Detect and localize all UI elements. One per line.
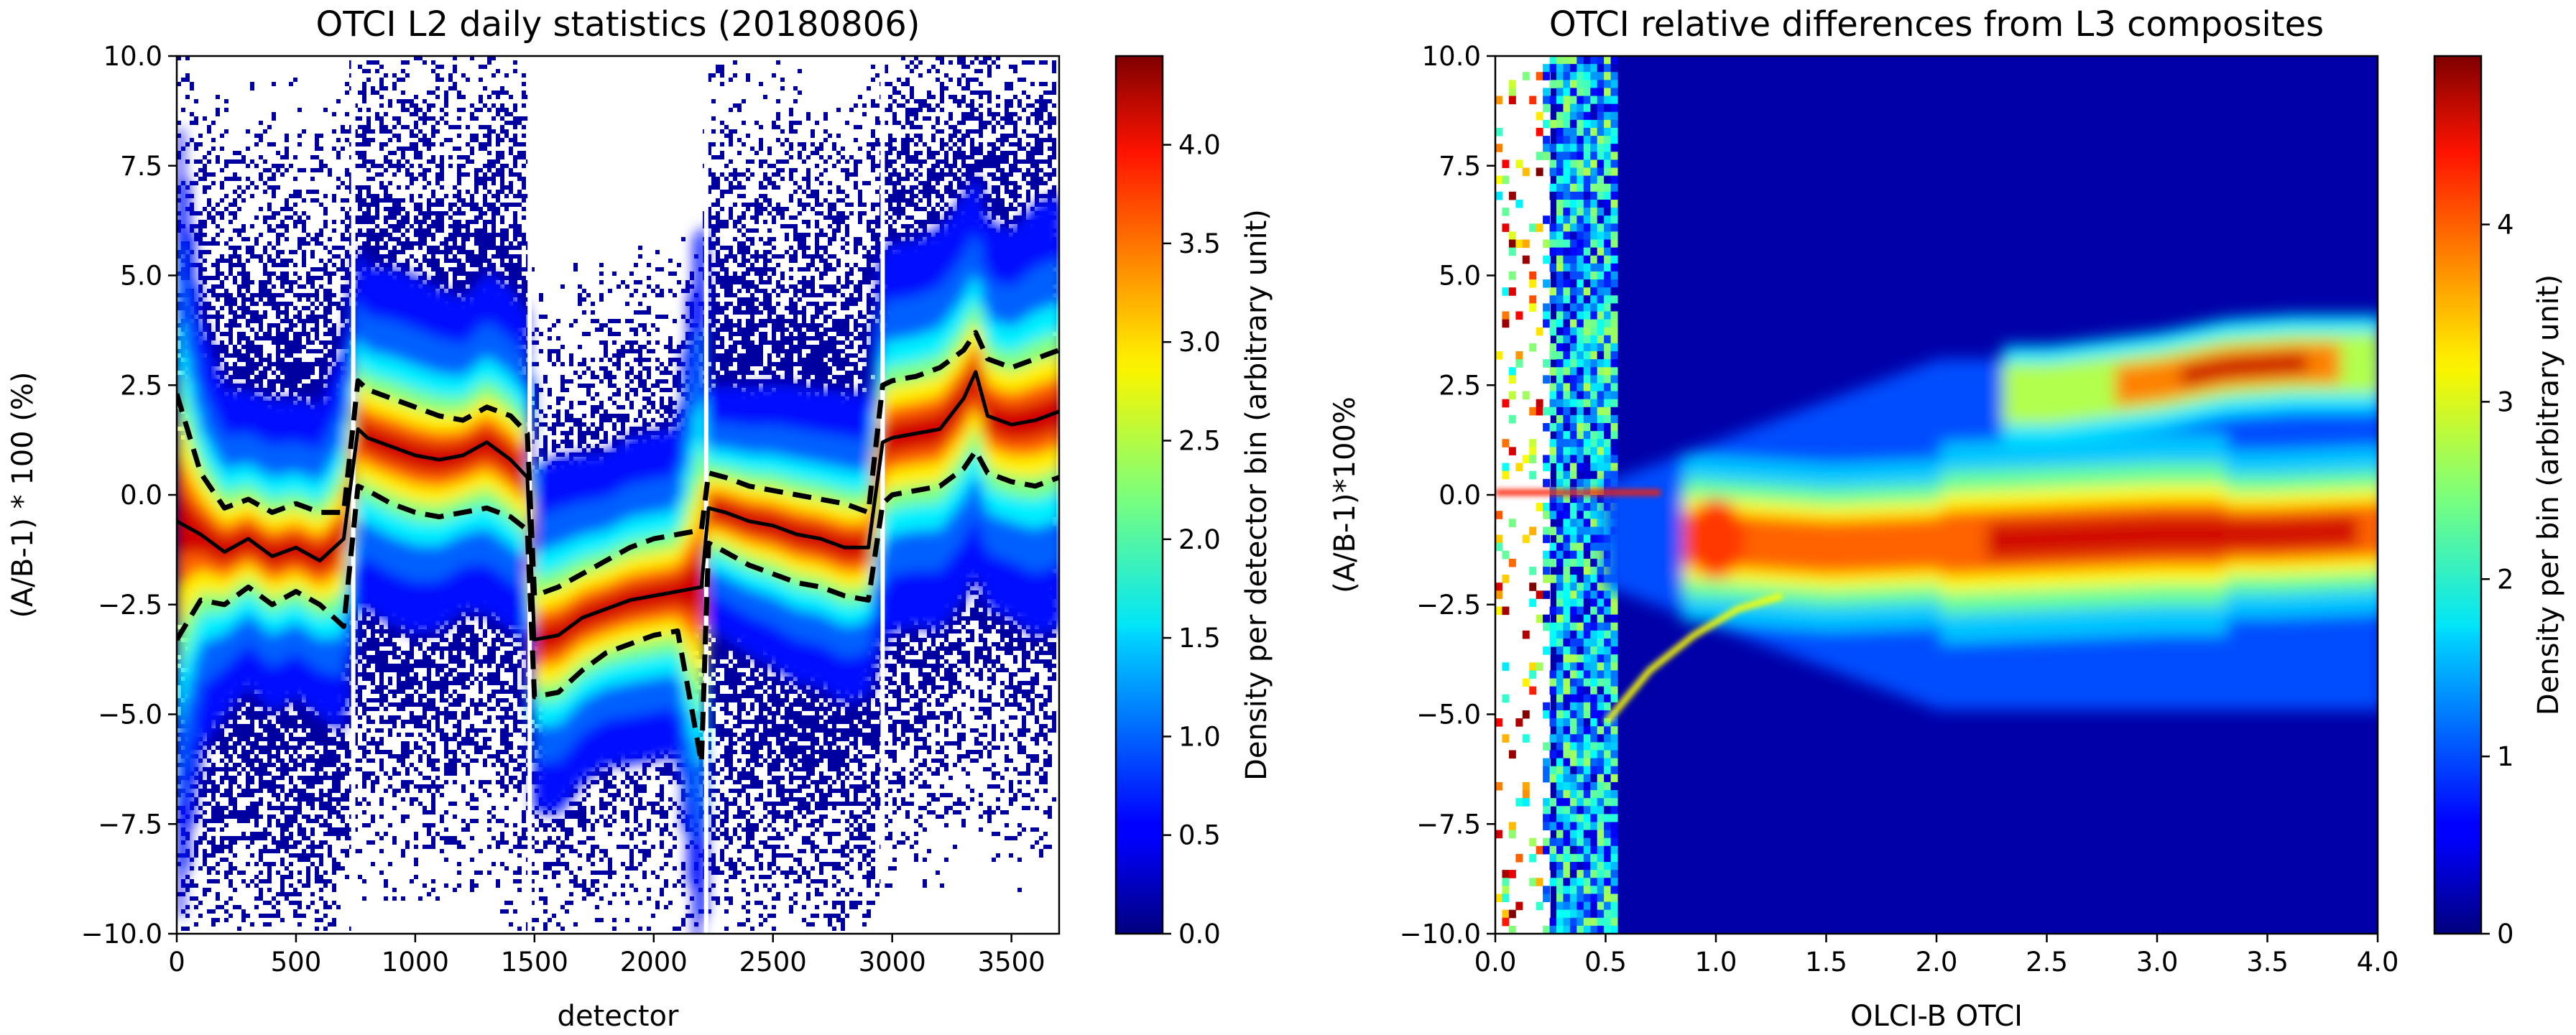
right-x-axis-label: OLCI-B OTCI bbox=[1850, 1000, 2023, 1033]
right-x-tick-label: 1.0 bbox=[1695, 947, 1737, 978]
right-y-tick-label: −2.5 bbox=[1416, 590, 1481, 621]
right-y-tick-label: 10.0 bbox=[1422, 41, 1481, 72]
left-median-line bbox=[177, 370, 1059, 642]
left-chart-title: OTCI L2 daily statistics (20180806) bbox=[316, 4, 920, 45]
left-colorbar-tick-label: 1.5 bbox=[1178, 623, 1221, 654]
left-lower-envelope-line bbox=[177, 448, 1059, 766]
right-density-heatmap bbox=[1495, 56, 2378, 934]
left-statistics-lines bbox=[177, 330, 1059, 766]
right-x-tick-label: 1.5 bbox=[1805, 947, 1847, 978]
right-colorbar bbox=[2434, 56, 2481, 934]
left-y-tick-label: −2.5 bbox=[98, 590, 162, 621]
left-upper-envelope-line bbox=[177, 330, 1059, 598]
left-y-tick-label: 10.0 bbox=[103, 41, 162, 72]
right-y-tick-label: 2.5 bbox=[1439, 370, 1481, 401]
left-x-tick-label: 2000 bbox=[620, 947, 688, 978]
right-x-tick-label: 2.0 bbox=[1916, 947, 1958, 978]
left-colorbar-tick-label: 1.0 bbox=[1178, 721, 1221, 752]
left-y-tick-label: 5.0 bbox=[120, 261, 162, 292]
left-camera-gap bbox=[351, 56, 356, 934]
left-x-ticks: 0 500 1000 1500 2000 2500 3000 3500 bbox=[168, 934, 1045, 978]
right-colorbar-tick-label: 1 bbox=[2497, 741, 2514, 772]
right-y-tick-label: 0.0 bbox=[1439, 480, 1481, 511]
left-colorbar-tick-label: 3.0 bbox=[1178, 327, 1221, 358]
left-colorbar-ticks: 0.0 0.5 1.0 1.5 2.0 2.5 3.0 3.5 4.0 bbox=[1163, 130, 1221, 950]
left-y-tick-label: −10.0 bbox=[81, 919, 162, 950]
right-colorbar-frame bbox=[2433, 55, 2483, 935]
left-colorbar-tick-label: 0.5 bbox=[1178, 820, 1221, 851]
right-x-tick-label: 2.5 bbox=[2026, 947, 2068, 978]
left-colorbar bbox=[1116, 56, 1163, 934]
left-y-tick-label: 2.5 bbox=[120, 370, 162, 401]
left-x-tick-label: 2500 bbox=[739, 947, 807, 978]
left-y-ticks: −10.0 −7.5 −5.0 −2.5 0.0 2.5 5.0 7.5 10.0 bbox=[81, 41, 177, 950]
left-y-tick-label: −5.0 bbox=[98, 700, 162, 730]
left-y-tick-label: −7.5 bbox=[98, 809, 162, 840]
right-chart: OTCI relative differences from L3 compos… bbox=[1329, 4, 2565, 1033]
right-x-ticks: 0.0 0.5 1.0 1.5 2.0 2.5 3.0 3.5 4.0 bbox=[1474, 934, 2399, 978]
left-x-tick-label: 3500 bbox=[978, 947, 1045, 978]
left-colorbar-tick-label: 2.5 bbox=[1178, 425, 1221, 456]
right-chart-title: OTCI relative differences from L3 compos… bbox=[1549, 4, 2324, 45]
left-colorbar-tick-label: 0.0 bbox=[1178, 919, 1221, 950]
right-colorbar-tick-label: 3 bbox=[2497, 386, 2514, 417]
right-y-tick-label: −7.5 bbox=[1416, 809, 1481, 840]
left-chart: OTCI L2 daily statistics (20180806) 0 500… bbox=[6, 4, 1273, 1033]
left-y-tick-label: 0.0 bbox=[120, 480, 162, 511]
right-x-tick-label: 0.0 bbox=[1474, 947, 1517, 978]
left-x-tick-label: 1500 bbox=[501, 947, 568, 978]
right-x-tick-label: 4.0 bbox=[2357, 947, 2399, 978]
right-x-tick-label: 0.5 bbox=[1584, 947, 1627, 978]
right-colorbar-tick-label: 4 bbox=[2497, 210, 2514, 241]
right-y-tick-label: 5.0 bbox=[1439, 261, 1481, 292]
right-y-ticks: −10.0 −7.5 −5.0 −2.5 0.0 2.5 5.0 7.5 10.0 bbox=[1400, 41, 1495, 950]
left-colorbar-frame bbox=[1114, 55, 1164, 935]
right-density-features bbox=[1605, 315, 2378, 710]
right-x-tick-label: 3.0 bbox=[2136, 947, 2179, 978]
left-colorbar-tick-label: 4.0 bbox=[1178, 130, 1221, 161]
left-colorbar-label: Density per detector bin (arbitrary unit… bbox=[1240, 209, 1273, 781]
right-y-tick-label: 7.5 bbox=[1439, 151, 1481, 182]
left-y-tick-label: 7.5 bbox=[120, 151, 162, 182]
left-x-tick-label: 3000 bbox=[859, 947, 926, 978]
right-colorbar-ticks: 0 1 2 3 4 bbox=[2481, 210, 2514, 950]
left-camera-gap bbox=[880, 56, 885, 934]
right-y-axis-label: (A/B-1)*100% bbox=[1329, 396, 1362, 593]
left-x-tick-label: 500 bbox=[271, 947, 322, 978]
right-y-tick-label: −5.0 bbox=[1416, 700, 1481, 730]
left-x-tick-label: 0 bbox=[168, 947, 185, 978]
right-colorbar-tick-label: 2 bbox=[2497, 564, 2514, 595]
left-colorbar-tick-label: 2.0 bbox=[1178, 524, 1221, 555]
right-colorbar-label: Density per bin (arbitrary unit) bbox=[2532, 274, 2565, 715]
left-x-axis-label: detector bbox=[558, 1000, 679, 1033]
left-y-axis-label: (A/B-1) * 100 (%) bbox=[6, 371, 40, 618]
left-colorbar-tick-label: 3.5 bbox=[1178, 228, 1221, 259]
right-curved-feature bbox=[1495, 489, 1783, 725]
right-y-tick-label: −10.0 bbox=[1400, 919, 1481, 950]
right-x-tick-label: 3.5 bbox=[2246, 947, 2289, 978]
left-x-tick-label: 1000 bbox=[382, 947, 449, 978]
right-colorbar-tick-label: 0 bbox=[2497, 919, 2514, 950]
